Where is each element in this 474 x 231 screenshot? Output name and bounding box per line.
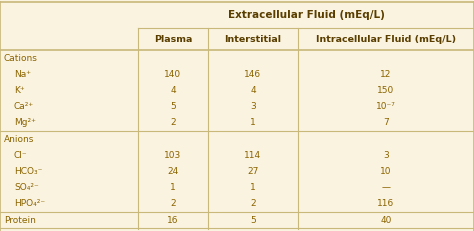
Text: —: — (382, 183, 391, 192)
Text: 103: 103 (164, 151, 182, 160)
Text: 4: 4 (250, 86, 256, 95)
Text: 7: 7 (383, 119, 389, 128)
Text: 146: 146 (245, 70, 262, 79)
Text: K⁺: K⁺ (14, 86, 25, 95)
Text: 116: 116 (377, 199, 395, 208)
Text: Anions: Anions (4, 135, 35, 144)
Text: 40: 40 (380, 216, 392, 225)
Text: Protein: Protein (4, 216, 36, 225)
Text: 10: 10 (380, 167, 392, 176)
Text: HCO₃⁻: HCO₃⁻ (14, 167, 42, 176)
Text: Na⁺: Na⁺ (14, 70, 31, 79)
Text: Interstitial: Interstitial (225, 34, 282, 43)
Text: 24: 24 (167, 167, 179, 176)
Text: 1: 1 (170, 183, 176, 192)
Text: 10⁻⁷: 10⁻⁷ (376, 102, 396, 111)
Text: Cl⁻: Cl⁻ (14, 151, 27, 160)
Text: 2: 2 (170, 199, 176, 208)
Text: 1: 1 (250, 119, 256, 128)
Text: 150: 150 (377, 86, 395, 95)
Text: Extracellular Fluid (mEq/L): Extracellular Fluid (mEq/L) (228, 10, 384, 20)
Text: 4: 4 (170, 86, 176, 95)
Text: 5: 5 (250, 216, 256, 225)
Text: 1: 1 (250, 183, 256, 192)
Text: 2: 2 (170, 119, 176, 128)
Text: 27: 27 (247, 167, 259, 176)
Text: HPO₄²⁻: HPO₄²⁻ (14, 199, 45, 208)
Text: SO₄²⁻: SO₄²⁻ (14, 183, 39, 192)
Text: 2: 2 (250, 199, 256, 208)
Text: 5: 5 (170, 102, 176, 111)
Text: 3: 3 (250, 102, 256, 111)
Text: 12: 12 (380, 70, 392, 79)
Text: 16: 16 (167, 216, 179, 225)
Text: Cations: Cations (4, 54, 38, 63)
Text: Plasma: Plasma (154, 34, 192, 43)
Text: Intracellular Fluid (mEq/L): Intracellular Fluid (mEq/L) (316, 34, 456, 43)
Text: 114: 114 (245, 151, 262, 160)
Text: 3: 3 (383, 151, 389, 160)
Text: Mg²⁺: Mg²⁺ (14, 119, 36, 128)
Text: 140: 140 (164, 70, 182, 79)
Text: Ca²⁺: Ca²⁺ (14, 102, 34, 111)
